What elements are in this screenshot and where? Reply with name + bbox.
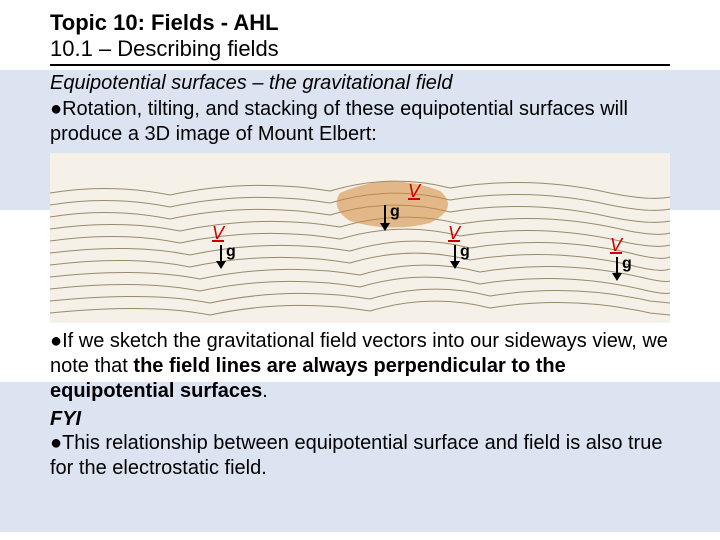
arrow-down-icon (454, 245, 456, 263)
v-label-1: V (212, 223, 224, 244)
bullet-icon: ● (50, 432, 62, 454)
terrain-diagram: V g V g V g V g (50, 153, 670, 323)
terrain-svg (50, 153, 670, 323)
bullet-icon: ● (50, 330, 62, 352)
fyi-text: ●This relationship between equipotential… (50, 431, 670, 481)
g-label-1: g (226, 243, 236, 261)
intro-text: ●Rotation, tilting, and stacking of thes… (50, 97, 670, 147)
fyi-label: FYI (50, 408, 670, 431)
conclusion-text: ●If we sketch the gravitational field ve… (50, 329, 670, 404)
arrow-down-icon (384, 205, 386, 225)
section-heading: Equipotential surfaces – the gravitation… (50, 72, 670, 95)
arrow-down-icon (220, 245, 222, 263)
fyi-text-content: This relationship between equipotential … (50, 432, 662, 479)
g-label-4: g (622, 255, 632, 273)
title-block: Topic 10: Fields - AHL 10.1 – Describing… (50, 10, 670, 66)
bullet-icon: ● (50, 98, 62, 120)
intro-text-content: Rotation, tilting, and stacking of these… (50, 98, 628, 145)
conclusion-post: . (262, 380, 268, 402)
topic-title: Topic 10: Fields - AHL (50, 10, 670, 36)
v-label-4: V (610, 235, 622, 256)
v-label-2: V (408, 181, 420, 202)
g-label-3: g (460, 243, 470, 261)
subtitle: 10.1 – Describing fields (50, 36, 670, 62)
arrow-down-icon (616, 257, 618, 275)
g-label-2: g (390, 203, 400, 221)
v-label-3: V (448, 223, 460, 244)
